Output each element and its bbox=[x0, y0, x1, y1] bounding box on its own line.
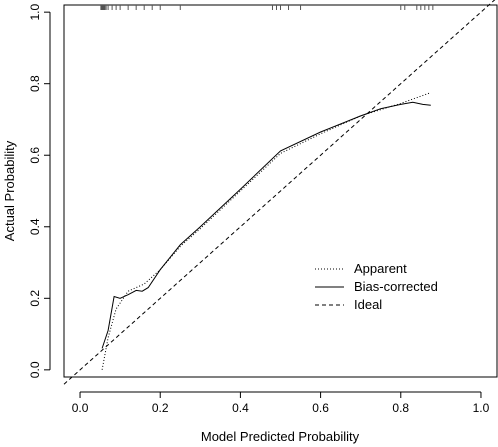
series-line-bias-corrected bbox=[101, 101, 431, 349]
x-tick-label: 0.4 bbox=[232, 401, 249, 415]
legend-label-ideal: Ideal bbox=[354, 297, 382, 312]
series-lines bbox=[63, 0, 496, 385]
x-axis: 0.0 0.2 0.4 0.6 0.8 1.0 bbox=[72, 391, 490, 415]
y-tick-label: 0.6 bbox=[28, 147, 42, 164]
x-tick-label: 0.0 bbox=[72, 401, 89, 415]
y-axis: 0.0 0.2 0.4 0.6 0.8 1.0 bbox=[28, 3, 51, 378]
y-tick-label: 1.0 bbox=[28, 3, 42, 20]
y-tick-label: 0.2 bbox=[28, 290, 42, 307]
legend-label-bias-corrected: Bias-corrected bbox=[354, 279, 438, 294]
x-tick-label: 0.6 bbox=[312, 401, 329, 415]
x-tick-label: 1.0 bbox=[473, 401, 490, 415]
x-tick-label: 0.8 bbox=[392, 401, 409, 415]
series-line-ideal bbox=[63, 0, 496, 385]
legend: Apparent Bias-corrected Ideal bbox=[315, 261, 438, 312]
y-tick-label: 0.4 bbox=[28, 218, 42, 235]
rug-marks bbox=[100, 5, 434, 10]
x-tick-label: 0.2 bbox=[152, 401, 169, 415]
y-tick-label: 0.8 bbox=[28, 75, 42, 92]
x-axis-label: Model Predicted Probability bbox=[201, 429, 360, 444]
y-axis-label: Actual Probability bbox=[2, 140, 17, 241]
series-line-apparent bbox=[101, 92, 431, 370]
legend-label-apparent: Apparent bbox=[354, 261, 407, 276]
y-tick-label: 0.0 bbox=[28, 361, 42, 378]
